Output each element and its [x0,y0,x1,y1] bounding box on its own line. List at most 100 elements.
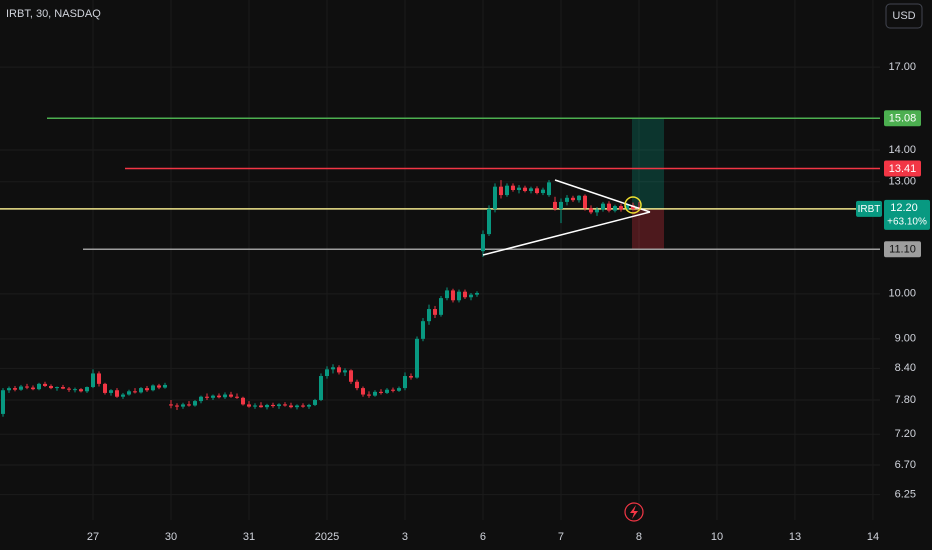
candle-body [342,370,347,373]
candle-body [222,394,227,398]
candle-body [630,205,635,209]
candle-body [6,388,11,391]
triangle-line [554,179,651,213]
x-tick-label: 10 [711,531,723,543]
candle-body [102,383,107,393]
candle-body [204,396,209,398]
y-tick-label: 7.80 [895,394,916,406]
candle-body [378,391,383,393]
candle-body [36,383,41,390]
candle-body [588,208,593,213]
candle-body [288,405,293,408]
candle-body [444,290,449,299]
candle-body [546,182,551,196]
candle-body [96,373,101,384]
x-tick-label: 8 [636,531,642,543]
candle-body [582,195,587,209]
candle-body [606,203,611,211]
candle-body [276,404,281,407]
candle-body [264,404,269,408]
price-change-label: +63.10% [887,216,927,227]
plot [0,117,880,417]
candle-body [252,405,257,407]
candle-body [456,291,461,301]
candle-body [486,208,491,235]
candle-body [210,395,215,398]
y-tick-label: 17.00 [888,61,916,73]
candle-body [576,195,581,201]
candle-body [390,389,395,391]
candle-body [0,390,5,414]
candle-body [600,203,605,210]
y-tick-label: 10.00 [888,288,916,300]
x-tick-label: 7 [558,531,564,543]
candle-body [66,388,71,390]
candle-body [624,205,629,210]
candle-body [294,405,299,408]
candle-body [516,187,521,191]
level-tag [884,241,921,258]
currency-label: USD [892,10,915,22]
candle-body [24,386,29,388]
y-tick-label: 6.25 [895,489,916,501]
candle-body [48,385,53,389]
candle-body [318,376,323,400]
candle-body [504,185,509,196]
grid [0,0,880,520]
x-tick-label: 27 [87,531,99,543]
candle-body [72,389,77,391]
candle-body [12,388,17,390]
candle-body [162,384,167,388]
candle-body [498,186,503,196]
candle-body [414,338,419,378]
candle-body [420,321,425,339]
level-tag [884,110,921,127]
candle-body [198,396,203,402]
level-tag-label: 15.08 [889,113,917,125]
candle-body [144,388,149,391]
candle-body [180,404,185,407]
highlight-circle [624,196,642,214]
price-axis: 6.25 6.70 7.20 7.80 8.40 9.00 10.00 13.00 14.00 1… [87,61,930,543]
candle-body [396,388,401,391]
price-tag [884,199,930,230]
candle-body [84,387,89,392]
candle-body [312,399,317,405]
candle-body [438,298,443,315]
candle-body [360,388,365,395]
candle-body [174,405,179,407]
position-profit [632,118,664,209]
event-bolt [630,505,638,519]
candle-body [480,234,485,252]
candle-body [42,383,47,386]
candle-body [528,188,533,192]
candle-body [408,376,413,378]
candle-body [18,386,23,390]
triangle-line [482,211,651,256]
x-tick-label: 13 [789,531,801,543]
candle-body [234,396,239,398]
currency-button[interactable] [885,3,923,29]
candle-body [348,370,353,382]
candle-body [558,201,563,209]
candle-body [450,290,455,301]
candle-body [354,381,359,389]
candle-body [462,291,467,298]
y-tick-label: 8.40 [895,362,916,374]
event-icon[interactable] [624,502,644,522]
candle-body [120,394,125,397]
symbol-tag-label: IRBT [858,204,881,215]
x-tick-label: 3 [402,531,408,543]
candle-body [126,391,131,395]
candle-body [534,188,539,194]
candle-body [612,206,617,211]
candle-body [372,391,377,396]
candle-body [228,394,233,397]
candle-body [156,385,161,388]
candle-body [54,387,59,389]
candle-body [246,404,251,407]
candle-body [384,389,389,393]
y-tick-label: 14.00 [888,144,916,156]
